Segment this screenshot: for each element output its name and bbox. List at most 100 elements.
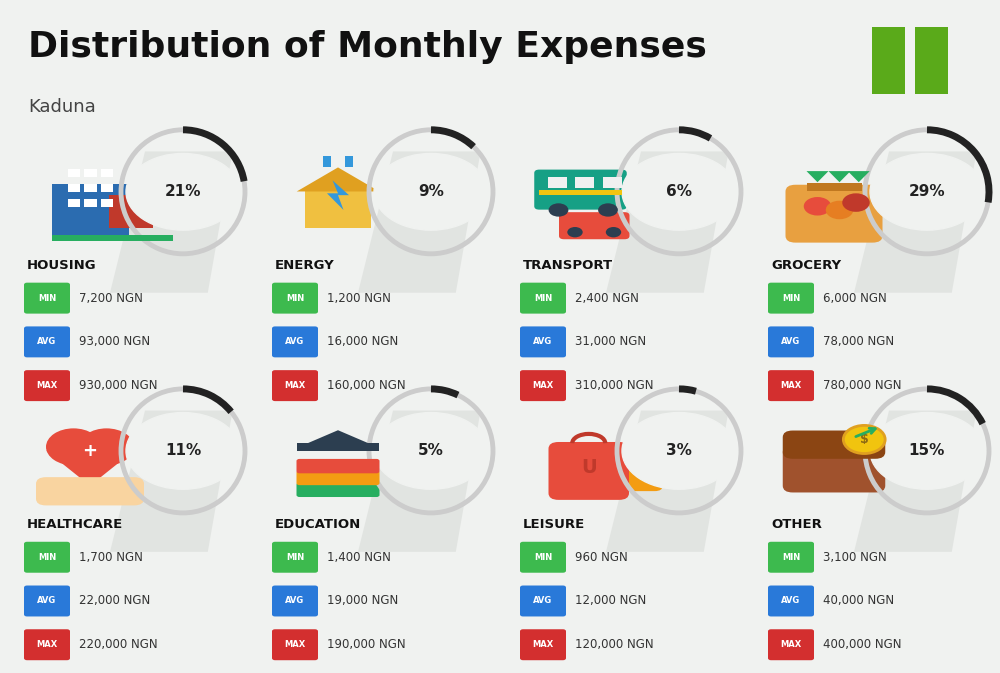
Text: 220,000 NGN: 220,000 NGN: [79, 638, 158, 651]
Polygon shape: [807, 171, 829, 182]
Text: AVG: AVG: [285, 596, 305, 606]
Text: MIN: MIN: [534, 553, 552, 562]
Circle shape: [622, 413, 736, 489]
FancyBboxPatch shape: [109, 195, 153, 229]
Text: MIN: MIN: [38, 293, 56, 303]
Text: Distribution of Monthly Expenses: Distribution of Monthly Expenses: [28, 30, 707, 65]
Text: $: $: [860, 433, 869, 446]
Text: GROCERY: GROCERY: [771, 259, 841, 272]
FancyBboxPatch shape: [768, 283, 814, 314]
FancyBboxPatch shape: [101, 184, 113, 192]
Circle shape: [567, 227, 583, 238]
Text: 31,000 NGN: 31,000 NGN: [575, 335, 646, 349]
FancyBboxPatch shape: [272, 326, 318, 357]
Circle shape: [598, 203, 618, 217]
Text: 9%: 9%: [418, 184, 444, 199]
Polygon shape: [297, 168, 379, 192]
FancyBboxPatch shape: [24, 283, 70, 314]
Circle shape: [843, 425, 885, 454]
Text: 12,000 NGN: 12,000 NGN: [575, 594, 646, 608]
FancyBboxPatch shape: [101, 199, 113, 207]
FancyBboxPatch shape: [68, 184, 80, 192]
FancyBboxPatch shape: [872, 27, 905, 94]
Circle shape: [79, 429, 134, 466]
FancyBboxPatch shape: [520, 586, 566, 616]
FancyBboxPatch shape: [84, 199, 97, 207]
Text: 6,000 NGN: 6,000 NGN: [823, 291, 887, 305]
Circle shape: [870, 153, 984, 230]
FancyBboxPatch shape: [297, 483, 380, 497]
Text: 16,000 NGN: 16,000 NGN: [327, 335, 398, 349]
FancyBboxPatch shape: [24, 326, 70, 357]
Text: HEALTHCARE: HEALTHCARE: [27, 518, 123, 531]
FancyBboxPatch shape: [575, 177, 594, 188]
Text: 3%: 3%: [666, 444, 692, 458]
Text: MAX: MAX: [36, 640, 58, 649]
Text: LEISURE: LEISURE: [523, 518, 585, 531]
FancyBboxPatch shape: [24, 629, 70, 660]
Polygon shape: [854, 411, 977, 552]
FancyBboxPatch shape: [24, 542, 70, 573]
FancyBboxPatch shape: [520, 542, 566, 573]
Text: 310,000 NGN: 310,000 NGN: [575, 379, 654, 392]
FancyBboxPatch shape: [297, 471, 380, 485]
Text: MAX: MAX: [780, 381, 802, 390]
Text: MAX: MAX: [532, 381, 554, 390]
FancyBboxPatch shape: [786, 185, 883, 243]
Text: AVG: AVG: [533, 596, 553, 606]
FancyBboxPatch shape: [84, 184, 97, 192]
Circle shape: [870, 413, 984, 489]
Text: MAX: MAX: [36, 381, 58, 390]
Text: AVG: AVG: [533, 337, 553, 347]
Circle shape: [374, 413, 488, 489]
Circle shape: [826, 201, 853, 219]
FancyBboxPatch shape: [534, 170, 627, 210]
Text: 780,000 NGN: 780,000 NGN: [823, 379, 902, 392]
Text: AVG: AVG: [781, 337, 801, 347]
FancyBboxPatch shape: [68, 170, 80, 178]
FancyBboxPatch shape: [52, 235, 173, 242]
Text: MIN: MIN: [38, 553, 56, 562]
Text: 29%: 29%: [909, 184, 945, 199]
FancyBboxPatch shape: [768, 629, 814, 660]
Polygon shape: [46, 451, 134, 486]
Text: 40,000 NGN: 40,000 NGN: [823, 594, 894, 608]
Circle shape: [549, 203, 568, 217]
FancyBboxPatch shape: [915, 27, 948, 94]
Text: 930,000 NGN: 930,000 NGN: [79, 379, 158, 392]
Text: AVG: AVG: [37, 596, 57, 606]
FancyBboxPatch shape: [520, 283, 566, 314]
Text: 960 NGN: 960 NGN: [575, 551, 628, 564]
Text: MAX: MAX: [284, 640, 306, 649]
Text: U: U: [581, 458, 597, 476]
FancyBboxPatch shape: [24, 586, 70, 616]
Circle shape: [622, 153, 736, 230]
Text: MIN: MIN: [286, 553, 304, 562]
FancyBboxPatch shape: [783, 431, 885, 459]
FancyBboxPatch shape: [602, 177, 622, 188]
FancyBboxPatch shape: [101, 170, 113, 178]
Text: MIN: MIN: [286, 293, 304, 303]
Text: Kaduna: Kaduna: [28, 98, 96, 116]
Circle shape: [842, 193, 870, 212]
Text: AVG: AVG: [781, 596, 801, 606]
Text: 7,200 NGN: 7,200 NGN: [79, 291, 143, 305]
Text: AVG: AVG: [37, 337, 57, 347]
Polygon shape: [606, 411, 729, 552]
FancyBboxPatch shape: [323, 156, 331, 168]
Text: 21%: 21%: [165, 184, 201, 199]
Text: 1,400 NGN: 1,400 NGN: [327, 551, 391, 564]
Polygon shape: [829, 171, 850, 182]
Text: 6%: 6%: [666, 184, 692, 199]
Circle shape: [374, 153, 488, 230]
Polygon shape: [358, 151, 481, 293]
FancyBboxPatch shape: [783, 446, 885, 493]
FancyBboxPatch shape: [807, 183, 862, 190]
Text: 93,000 NGN: 93,000 NGN: [79, 335, 150, 349]
FancyBboxPatch shape: [36, 477, 144, 505]
FancyBboxPatch shape: [520, 370, 566, 401]
Text: EDUCATION: EDUCATION: [275, 518, 361, 531]
FancyBboxPatch shape: [305, 192, 371, 229]
Text: 1,700 NGN: 1,700 NGN: [79, 551, 143, 564]
FancyBboxPatch shape: [272, 629, 318, 660]
